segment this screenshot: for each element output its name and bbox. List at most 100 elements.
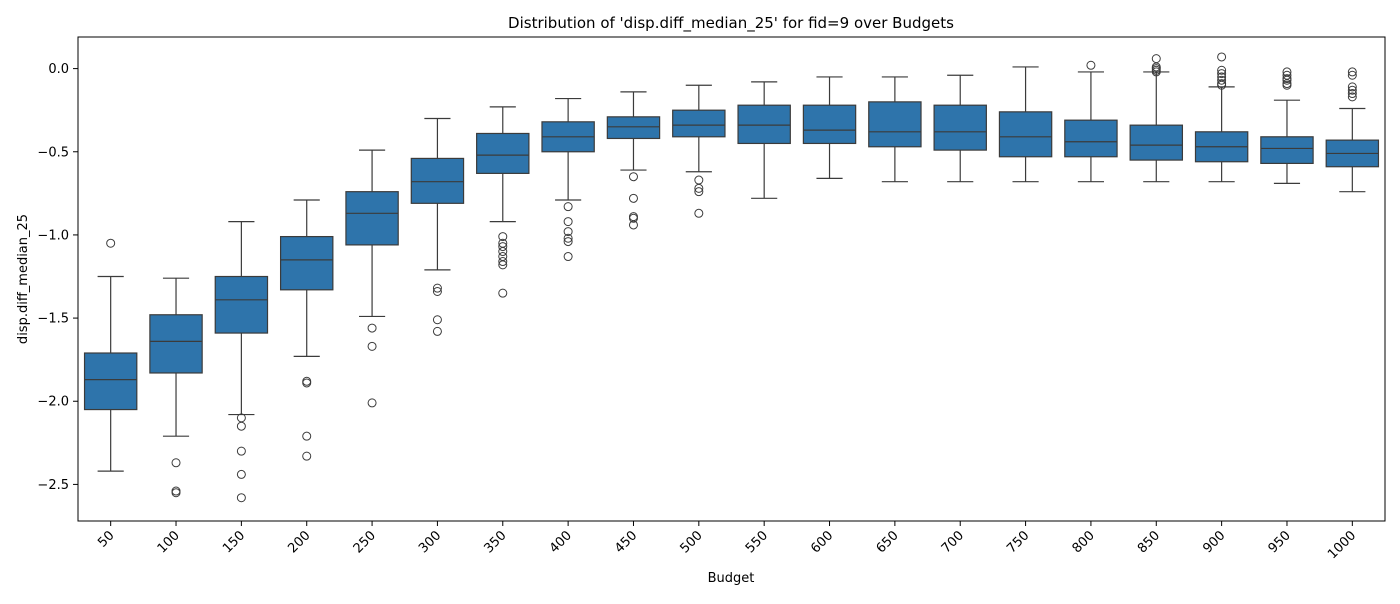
outlier-point: [563, 217, 573, 227]
box: [1260, 136, 1314, 165]
outlier-point: [498, 288, 508, 298]
outlier-point: [1151, 67, 1161, 77]
outlier-point: [1347, 70, 1357, 80]
y-tick-label: −2.0: [37, 395, 69, 410]
outlier-point: [1347, 67, 1357, 77]
box-group-150: [214, 221, 269, 503]
box-group-750: [998, 66, 1053, 183]
box-group-800: [1064, 60, 1118, 183]
box-group-500: [672, 84, 726, 218]
box: [279, 235, 334, 291]
x-tick-label: 450: [612, 528, 640, 556]
outlier-point: [498, 232, 508, 242]
box-group-50: [83, 238, 138, 472]
box-group-200: [279, 199, 334, 461]
box: [149, 314, 203, 374]
outlier-point: [432, 283, 442, 293]
x-axis: 50 100 150 200 250 300 350 400 450 500 550 600 650 70…: [95, 521, 1359, 562]
outlier-point: [1217, 79, 1227, 89]
outlier-point: [563, 237, 573, 247]
outlier-point: [302, 378, 312, 388]
y-axis-label: disp.diff_median_25: [16, 214, 31, 344]
outlier-point: [432, 315, 442, 325]
box: [672, 109, 726, 138]
outlier-point: [1282, 70, 1292, 80]
y-tick-label: −1.0: [37, 228, 69, 243]
x-tick-label: 150: [220, 528, 248, 556]
y-tick-label: −1.5: [37, 312, 69, 327]
outlier-point: [694, 183, 704, 193]
x-tick-label: 600: [808, 528, 836, 556]
box: [737, 104, 791, 145]
outlier-point: [563, 252, 573, 262]
outlier-point: [367, 398, 377, 408]
outlier-point: [628, 172, 638, 182]
x-tick-label: 650: [874, 528, 902, 556]
outlier-point: [1347, 85, 1357, 95]
y-tick-label: −2.5: [37, 478, 69, 493]
box-group-650: [868, 76, 922, 183]
box-group-450: [606, 91, 661, 230]
outlier-point: [236, 493, 246, 503]
outlier-point: [1086, 60, 1096, 70]
box: [606, 116, 661, 140]
outlier-point: [236, 421, 246, 431]
box-group-100: [149, 277, 203, 498]
y-tick-label: −0.5: [37, 145, 69, 160]
x-axis-label: Budget: [708, 571, 755, 586]
x-tick-label: 100: [155, 528, 183, 556]
outlier-point: [628, 213, 638, 223]
box: [868, 101, 922, 148]
outlier-point: [1217, 75, 1227, 85]
x-tick-label: 300: [416, 528, 444, 556]
outlier-point: [302, 431, 312, 441]
x-tick-label: 550: [743, 528, 771, 556]
outlier-point: [302, 451, 312, 461]
box: [410, 157, 465, 204]
outlier-point: [1217, 52, 1227, 62]
outlier-point: [1282, 67, 1292, 77]
box-group-250: [345, 149, 399, 408]
y-axis: 0.0 −0.5 −1.0 −1.5 −2.0 −2.5: [37, 62, 78, 493]
x-tick-label: 200: [285, 528, 313, 556]
x-tick-label: 350: [481, 528, 509, 556]
x-tick-label: 250: [351, 528, 379, 556]
box-group-950: [1260, 67, 1314, 184]
outlier-point: [236, 469, 246, 479]
x-tick-label: 500: [677, 528, 705, 556]
outlier-point: [1217, 65, 1227, 75]
outlier-point: [563, 202, 573, 212]
x-tick-label: 700: [939, 528, 967, 556]
box-group-600: [802, 76, 857, 179]
x-tick-label: 50: [95, 528, 117, 550]
plot-frame: [77, 36, 1386, 522]
box-group-850: [1129, 54, 1184, 183]
box: [476, 132, 530, 174]
box: [345, 191, 399, 246]
box: [214, 275, 269, 334]
outlier-point: [432, 286, 442, 296]
outlier-point: [498, 257, 508, 267]
box-group-350: [476, 106, 530, 298]
x-tick-label: 1000: [1325, 528, 1359, 562]
outlier-point: [367, 323, 377, 333]
outlier-point: [1347, 92, 1357, 102]
outlier-point: [106, 238, 116, 248]
outlier-point: [1151, 54, 1161, 64]
x-tick-label: 800: [1070, 528, 1098, 556]
outlier-point: [171, 458, 181, 468]
chart-title: Distribution of 'disp.diff_median_25' fo…: [508, 14, 954, 33]
outlier-point: [1347, 82, 1357, 92]
box-group-550: [737, 81, 791, 199]
outlier-point: [694, 175, 704, 185]
box: [933, 104, 987, 151]
outlier-point: [498, 260, 508, 270]
outlier-point: [694, 208, 704, 218]
x-tick-label: 950: [1266, 528, 1294, 556]
box: [802, 104, 857, 145]
outlier-point: [432, 326, 442, 336]
outlier-point: [1282, 74, 1292, 84]
box-group-400: [541, 97, 595, 262]
